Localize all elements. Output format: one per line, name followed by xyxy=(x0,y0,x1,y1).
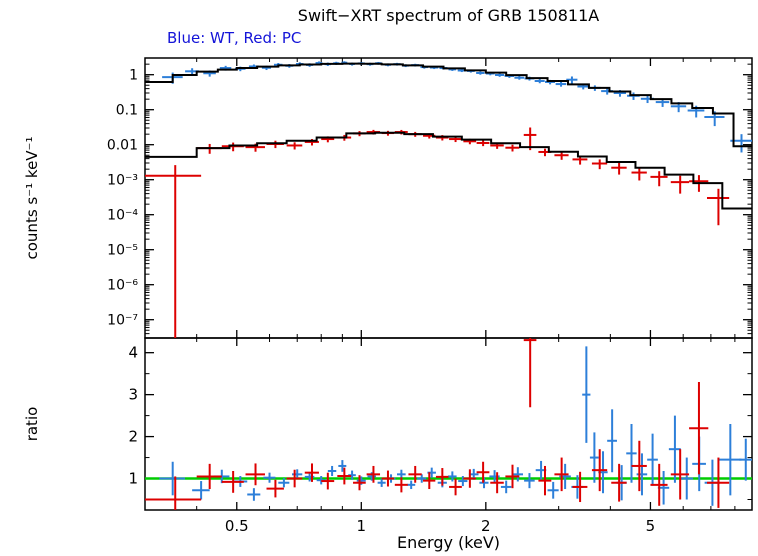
svg-text:1: 1 xyxy=(129,68,138,84)
svg-text:5: 5 xyxy=(646,517,656,535)
svg-text:1: 1 xyxy=(357,517,367,535)
svg-text:10⁻⁶: 10⁻⁶ xyxy=(107,278,138,294)
chart-subtitle: Blue: WT, Red: PC xyxy=(167,29,302,47)
svg-text:4: 4 xyxy=(128,344,138,362)
svg-text:0.5: 0.5 xyxy=(225,517,249,535)
svg-text:10⁻⁷: 10⁻⁷ xyxy=(107,313,138,329)
svg-text:0.01: 0.01 xyxy=(107,138,138,154)
svg-text:10⁻⁵: 10⁻⁵ xyxy=(107,243,138,259)
chart-title: Swift−XRT spectrum of GRB 150811A xyxy=(297,6,600,25)
svg-text:2: 2 xyxy=(481,517,491,535)
svg-text:0.1: 0.1 xyxy=(116,103,138,119)
svg-text:1: 1 xyxy=(128,470,138,488)
svg-text:10⁻³: 10⁻³ xyxy=(107,173,138,189)
x-axis-label: Energy (keV) xyxy=(396,533,501,552)
svg-text:2: 2 xyxy=(128,428,138,446)
svg-text:3: 3 xyxy=(128,386,138,404)
y-axis-label-ratio: ratio xyxy=(23,406,41,442)
svg-text:10⁻⁴: 10⁻⁴ xyxy=(107,208,138,224)
y-axis-label-counts: counts s⁻¹ keV⁻¹ xyxy=(23,136,41,260)
